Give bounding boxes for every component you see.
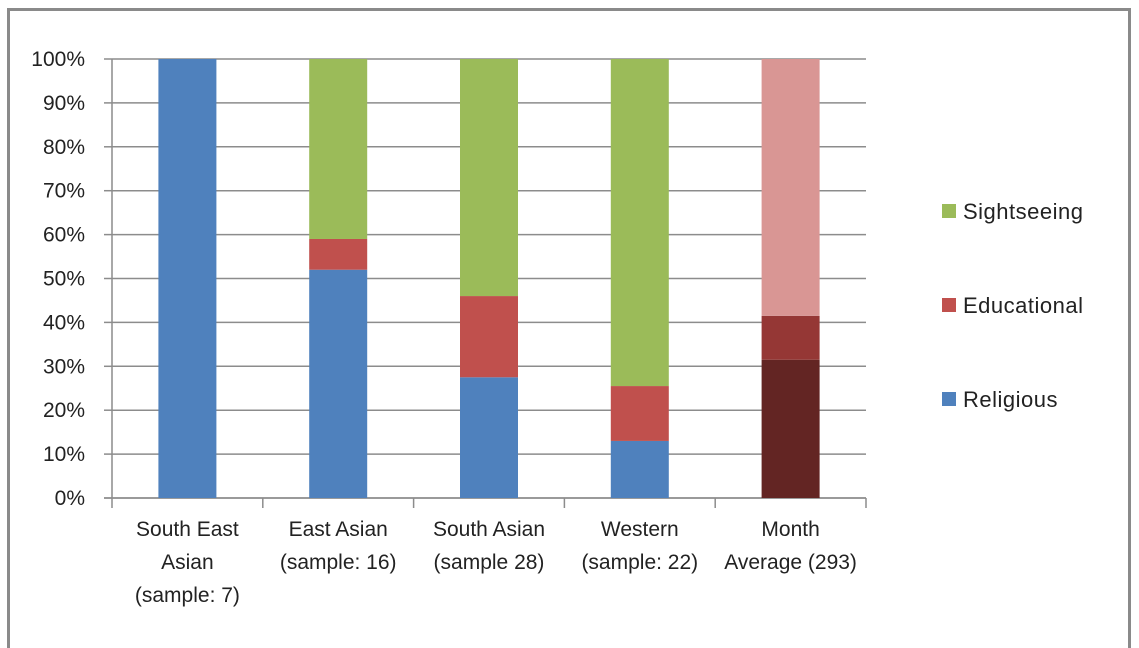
legend-label: Sightseeing (963, 199, 1083, 224)
legend-swatch (942, 392, 956, 406)
y-tick-label: 80% (43, 136, 85, 159)
bar-religious (158, 59, 217, 498)
bar-sightseeing (761, 59, 820, 316)
legend-swatch (942, 204, 956, 218)
y-tick-label: 70% (43, 180, 85, 203)
bar-religious (460, 377, 518, 498)
y-tick-label: 50% (43, 268, 85, 291)
x-category-label: Month Average (293) (724, 518, 857, 574)
bar-educational (460, 296, 518, 378)
y-tick-label: 40% (43, 311, 85, 334)
x-category-label: East Asian (sample: 16) (280, 518, 397, 574)
y-tick-label: 30% (43, 355, 85, 378)
bar-educational (761, 315, 820, 360)
y-tick-label: 10% (43, 443, 85, 466)
stacked-bar-chart: 0% 10% 20% 30% 40% 50% 60% 70% 80% 90% 100% South E… (31, 48, 1083, 607)
bar-educational (309, 238, 368, 270)
y-tick-label: 100% (31, 48, 85, 71)
x-category-label: Western (sample: 22) (581, 518, 698, 574)
bar-sightseeing (309, 59, 368, 239)
y-tick-label: 20% (43, 399, 85, 422)
bar-sightseeing (460, 59, 518, 297)
chart-frame (7, 8, 1131, 648)
bar-sightseeing (610, 59, 669, 387)
x-category-label: South East Asian (sample: 7) (135, 518, 240, 607)
y-tick-label: 90% (43, 92, 85, 115)
legend-label: Religious (963, 387, 1058, 412)
legend-swatch (942, 298, 956, 312)
y-tick-label: 60% (43, 224, 85, 247)
legend-label: Educational (963, 293, 1083, 318)
x-category-label: South Asian (sample 28) (433, 518, 545, 574)
bar-religious (309, 269, 368, 498)
bar-educational (610, 386, 669, 441)
bar-religious (610, 440, 669, 498)
bar-religious (761, 359, 820, 498)
y-tick-label: 0% (55, 487, 85, 510)
